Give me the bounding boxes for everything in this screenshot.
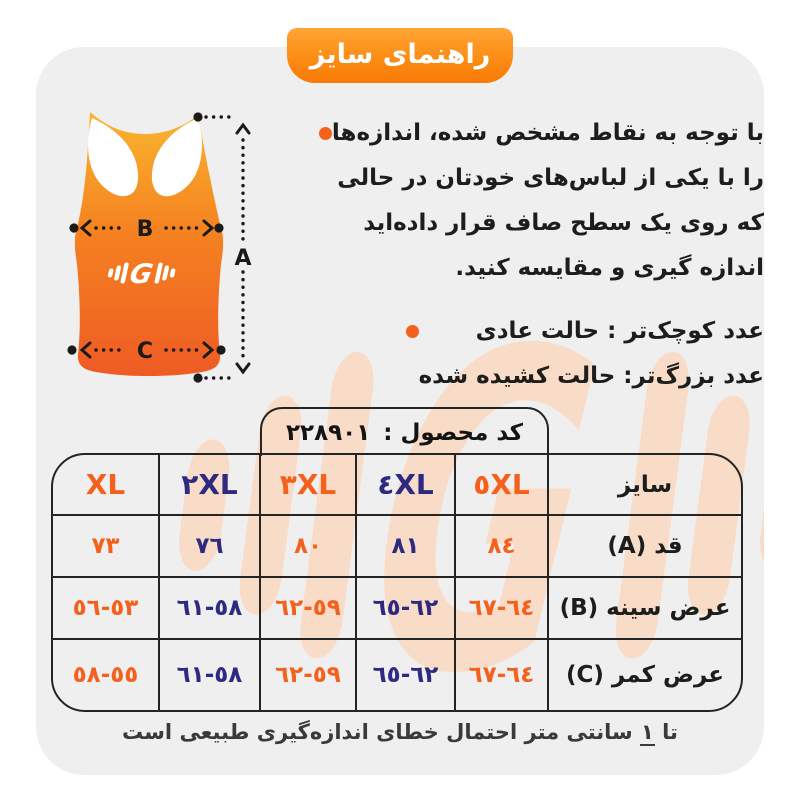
cell-c-3xl: ٥٩-٦٢: [259, 638, 355, 710]
size-col-header-xl: XL: [85, 468, 126, 501]
measurement-line-a: [193, 112, 251, 383]
brand-watermark-logo: G: [179, 259, 764, 762]
cell-b-4xl: ٦٢-٦٥: [355, 576, 454, 638]
instruction-2-line-2: عدد بزرگ‌تر: حالت کشیده شده: [418, 363, 764, 389]
instruction-1-line-4: اندازه گیری و مقایسه کنید.: [455, 255, 764, 281]
size-col-header-3xl: ٣XL: [259, 455, 355, 514]
armhole-right: [151, 118, 202, 197]
note-prefix: تا: [654, 720, 678, 744]
instruction-text-1: با توجه به نقاط مشخص شده، اندازه‌ها را ب…: [332, 111, 764, 291]
row-label-waist-c: عرض کمر (C): [547, 638, 741, 710]
cell-a-3xl: ٨٠: [259, 514, 355, 576]
label-c: C: [137, 339, 153, 364]
cell-b-2xl: ٥٨-٦١: [158, 576, 259, 638]
instruction-1-line-2: را با یکی از لباس‌های خودتان در حالی: [337, 165, 764, 191]
instruction-text-2: عدد کوچک‌تر : حالت عادی عدد بزرگ‌تر: حال…: [419, 309, 764, 399]
bullet-dot-icon: [318, 127, 332, 140]
size-header: سایز: [547, 455, 741, 514]
measurement-line-c: [67, 341, 226, 359]
instruction-bullet-1: با توجه به نقاط مشخص شده، اندازه‌ها را ب…: [306, 111, 764, 291]
product-code-box: کد محصول : ٢٢٨٩٠١: [260, 407, 549, 456]
size-guide-card: G: [36, 47, 764, 775]
cell-b-3xl: ٥٩-٦٢: [259, 576, 355, 638]
instruction-1-line-3: که روی یک سطح صاف قرار داده‌اید: [363, 210, 764, 236]
instruction-bullet-2: عدد کوچک‌تر : حالت عادی عدد بزرگ‌تر: حال…: [393, 309, 764, 399]
note-number-one: ١: [640, 720, 655, 746]
cell-c-2xl: ٥٨-٦١: [158, 638, 259, 710]
cell-a-xl: ٧٣: [53, 514, 158, 576]
size-col-header-2xl: ٢XL: [158, 455, 259, 514]
brand-logo: G: [107, 259, 176, 290]
cell-c-5xl: ٦٤-٦٧: [454, 638, 547, 710]
row-label-chest-b: عرض سینه (B): [547, 576, 741, 638]
cell-b-5xl: ٦٤-٦٧: [454, 576, 547, 638]
size-col-header-5xl: ٥XL: [454, 455, 547, 514]
cell-b-xl: ٥٣-٥٦: [53, 576, 158, 638]
row-label-height-a: قد (A): [547, 514, 741, 576]
label-b: B: [137, 217, 154, 242]
cell-c-4xl: ٦٢-٦٥: [355, 638, 454, 710]
cell-a-4xl: ٨١: [355, 514, 454, 576]
cell-c-xl: ٥٥-٥٨: [53, 638, 158, 710]
product-code-value: ٢٢٨٩٠١: [286, 419, 371, 446]
bullet-dot-icon: [405, 325, 419, 338]
tank-top-illustration: G B C A: [67, 112, 252, 383]
size-guide-banner: راهنمای سایز: [287, 28, 513, 83]
note-suffix: سانتی متر احتمال خطای اندازه‌گیری طبیعی …: [122, 720, 641, 744]
cell-a-5xl: ٨٤: [454, 514, 547, 576]
instruction-2-line-1: عدد کوچک‌تر : حالت عادی: [475, 318, 764, 344]
size-col-header-4xl: ٤XL: [355, 455, 454, 514]
page-title: راهنمای سایز: [309, 38, 491, 70]
product-code-label: کد محصول :: [383, 419, 523, 446]
measurement-error-note: تا ١ سانتی متر احتمال خطای اندازه‌گیری ط…: [0, 720, 800, 746]
cell-a-2xl: ٧٦: [158, 514, 259, 576]
label-a: A: [234, 246, 251, 271]
armhole-left: [88, 118, 139, 197]
size-table: XL ٢XL ٣XL ٤XL ٥XL سایز ٧٣ ٧٦ ٨٠ ٨١ ٨٤ ق…: [51, 453, 743, 712]
measurement-line-b: [69, 219, 224, 237]
instruction-1-line-1: با توجه به نقاط مشخص شده، اندازه‌ها: [331, 120, 764, 146]
